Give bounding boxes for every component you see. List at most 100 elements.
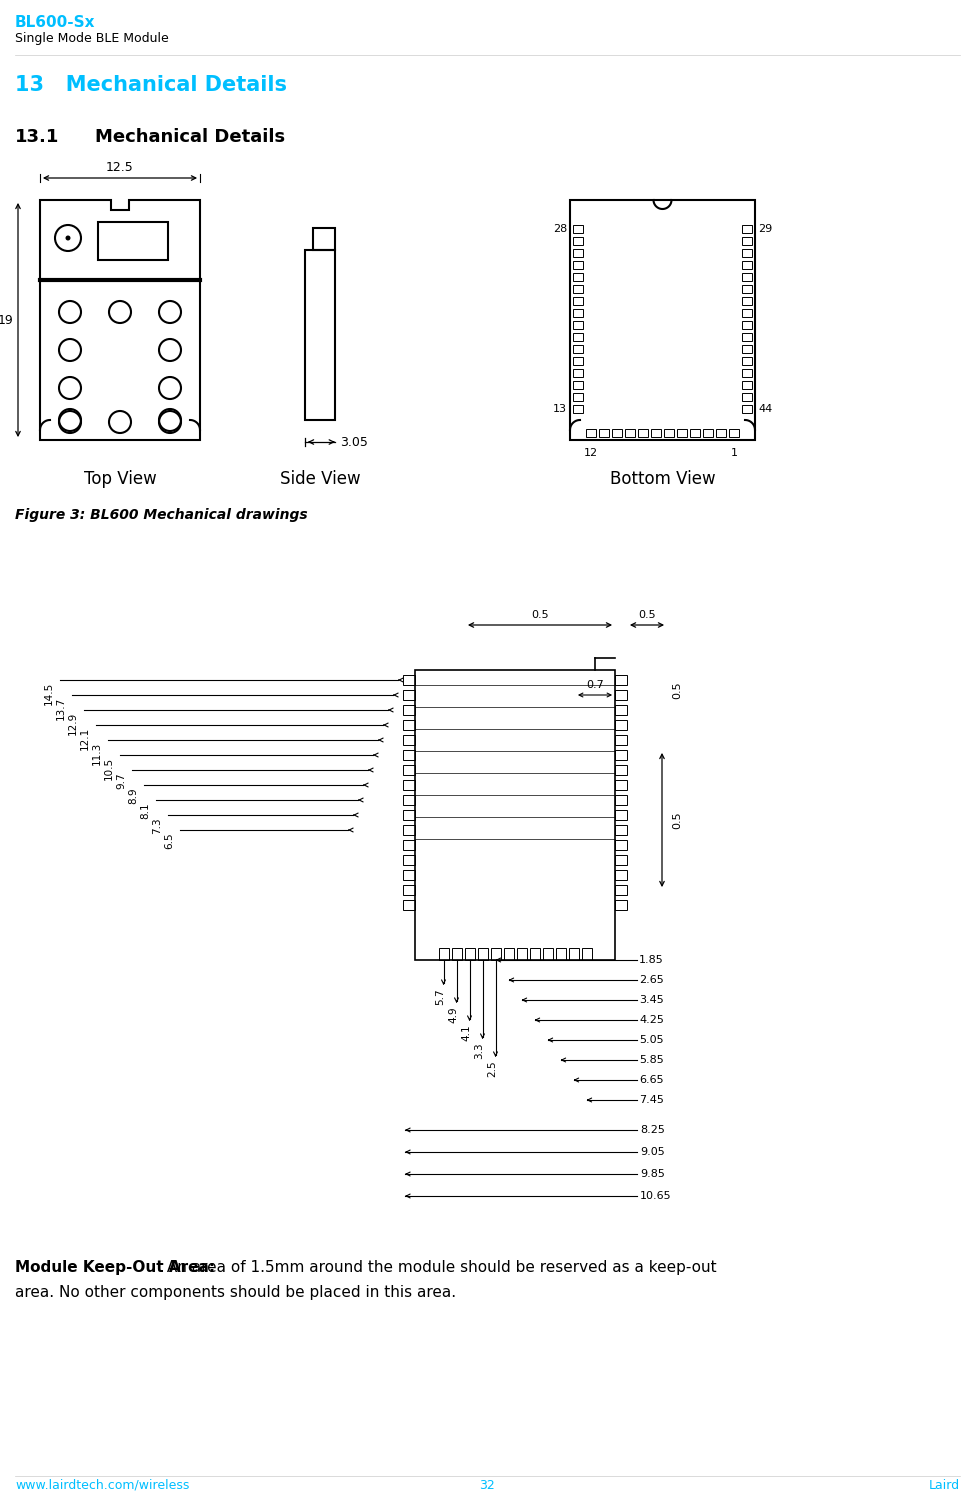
Text: Side View: Side View [280,470,361,488]
Bar [403,825,415,836]
Bar [677,429,687,437]
Text: 7.45: 7.45 [639,1095,664,1105]
Bar [403,706,415,715]
Bar [573,286,583,293]
Bar [464,947,475,959]
Bar [573,393,583,400]
Text: 3.45: 3.45 [639,996,664,1005]
Bar [403,734,415,745]
Text: 12: 12 [584,447,598,458]
Text: 1: 1 [730,447,737,458]
Bar [615,855,627,864]
Text: Bottom View: Bottom View [609,470,716,488]
Bar [615,810,627,820]
Bar [478,947,488,959]
Text: 13.1: 13.1 [15,128,59,147]
Bar [586,429,596,437]
Bar [742,345,752,354]
Text: 2.65: 2.65 [639,975,664,985]
Text: 0.5: 0.5 [672,681,682,698]
Bar [742,286,752,293]
Bar [625,429,635,437]
Text: 19: 19 [0,313,13,326]
Bar [490,947,500,959]
Bar [503,947,514,959]
Bar [615,870,627,879]
Text: BL600-Sx: BL600-Sx [15,15,96,30]
Bar [573,381,583,388]
Bar [615,721,627,730]
Bar [573,273,583,281]
Bar [573,237,583,245]
Text: 5.85: 5.85 [639,1055,664,1065]
Text: 6.5: 6.5 [164,833,174,849]
Bar [742,298,752,305]
Bar [742,381,752,388]
Text: 44: 44 [758,403,772,414]
Bar [729,429,739,437]
Bar [599,429,609,437]
Text: www.lairdtech.com/wireless: www.lairdtech.com/wireless [15,1479,189,1491]
Bar [98,222,168,260]
Text: 5.05: 5.05 [639,1035,664,1046]
Bar [529,947,539,959]
Text: 10.5: 10.5 [104,757,114,780]
Text: Laird: Laird [929,1479,960,1491]
Text: 9.05: 9.05 [640,1147,665,1157]
Bar [403,675,415,684]
Text: 0.5: 0.5 [531,610,549,620]
Bar [742,261,752,269]
Bar [403,810,415,820]
Text: 29: 29 [758,224,772,234]
Bar [403,870,415,879]
Bar [439,947,448,959]
Text: 12.9: 12.9 [68,712,78,736]
Bar [451,947,461,959]
Bar [742,393,752,400]
Text: 8.9: 8.9 [128,787,138,804]
Bar [615,825,627,836]
Bar [651,429,661,437]
Text: 7.3: 7.3 [152,817,162,834]
Bar [615,749,627,760]
Text: 2.5: 2.5 [488,1061,497,1077]
Text: 13: 13 [553,403,567,414]
Bar [305,249,335,420]
Text: 3.3: 3.3 [475,1043,485,1059]
Text: area. No other components should be placed in this area.: area. No other components should be plac… [15,1284,456,1299]
Bar [573,249,583,257]
Text: 12.5: 12.5 [106,162,134,174]
Text: 12.1: 12.1 [80,727,90,751]
Bar [742,273,752,281]
Text: 3.05: 3.05 [340,435,368,449]
Bar [403,765,415,775]
Bar [615,691,627,700]
Text: 14.5: 14.5 [44,681,54,706]
Bar [612,429,622,437]
Bar [403,901,415,910]
Text: 8.25: 8.25 [640,1126,665,1135]
Bar [615,840,627,851]
Text: Mechanical Details: Mechanical Details [95,128,285,147]
Text: An area of 1.5mm around the module should be reserved as a keep-out: An area of 1.5mm around the module shoul… [162,1260,717,1275]
Bar [615,675,627,684]
Text: 11.3: 11.3 [92,742,102,765]
Text: 10.65: 10.65 [640,1191,672,1201]
Bar [573,369,583,378]
Bar [573,320,583,329]
Text: 9.85: 9.85 [640,1170,665,1179]
Bar [403,780,415,790]
Bar [573,261,583,269]
Text: 0.5: 0.5 [672,811,682,830]
Bar [716,429,726,437]
Bar [742,225,752,233]
Text: 0.5: 0.5 [639,610,656,620]
Text: Single Mode BLE Module: Single Mode BLE Module [15,32,169,45]
Bar [573,357,583,366]
Bar [573,225,583,233]
Bar [664,429,674,437]
Text: 0.7: 0.7 [586,680,604,691]
Bar [615,901,627,910]
Bar [615,780,627,790]
Bar [703,429,713,437]
